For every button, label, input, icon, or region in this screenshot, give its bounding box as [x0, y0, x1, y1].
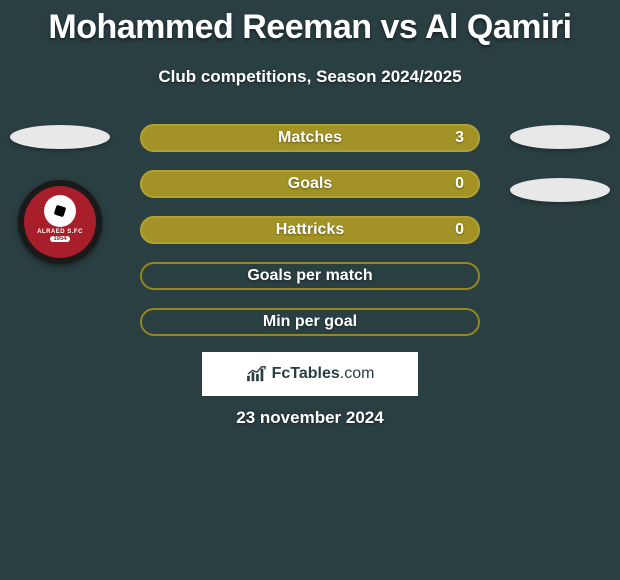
stat-label: Min per goal [263, 313, 357, 331]
club-badge-left-inner: ALRAED S.FC 1954 [24, 186, 96, 258]
club-name-left: ALRAED S.FC [37, 229, 83, 235]
stat-bar: Hattricks 0 [140, 216, 480, 244]
club-badge-left: ALRAED S.FC 1954 [18, 180, 102, 264]
page-subtitle: Club competitions, Season 2024/2025 [0, 67, 620, 87]
stat-value: 0 [455, 221, 464, 239]
stat-label: Matches [278, 129, 342, 147]
stat-bar: Goals per match [140, 262, 480, 290]
watermark-text: FcTables.com [272, 365, 375, 383]
stat-value: 3 [455, 129, 464, 147]
watermark-suffix: .com [340, 365, 375, 382]
comparison-card: Mohammed Reeman vs Al Qamiri Club compet… [0, 0, 620, 580]
stat-bar: Goals 0 [140, 170, 480, 198]
stat-bar: Min per goal [140, 308, 480, 336]
player-photo-right-placeholder [510, 125, 610, 149]
stat-value: 0 [455, 175, 464, 193]
stat-label: Goals per match [247, 267, 372, 285]
stat-label: Hattricks [276, 221, 344, 239]
page-title: Mohammed Reeman vs Al Qamiri [0, 0, 620, 47]
club-badge-right-placeholder [510, 178, 610, 202]
stats-area: Matches 3 Goals 0 Hattricks 0 Goals per match M… [140, 124, 480, 354]
player-photo-left-placeholder [10, 125, 110, 149]
stat-bar: Matches 3 [140, 124, 480, 152]
bar-chart-icon [246, 365, 268, 383]
club-year-left: 1954 [50, 236, 69, 242]
soccer-ball-icon [44, 195, 76, 227]
stat-label: Goals [288, 175, 332, 193]
watermark-brand: FcTables [272, 365, 340, 382]
generated-date: 23 november 2024 [0, 408, 620, 428]
watermark: FcTables.com [202, 352, 418, 396]
